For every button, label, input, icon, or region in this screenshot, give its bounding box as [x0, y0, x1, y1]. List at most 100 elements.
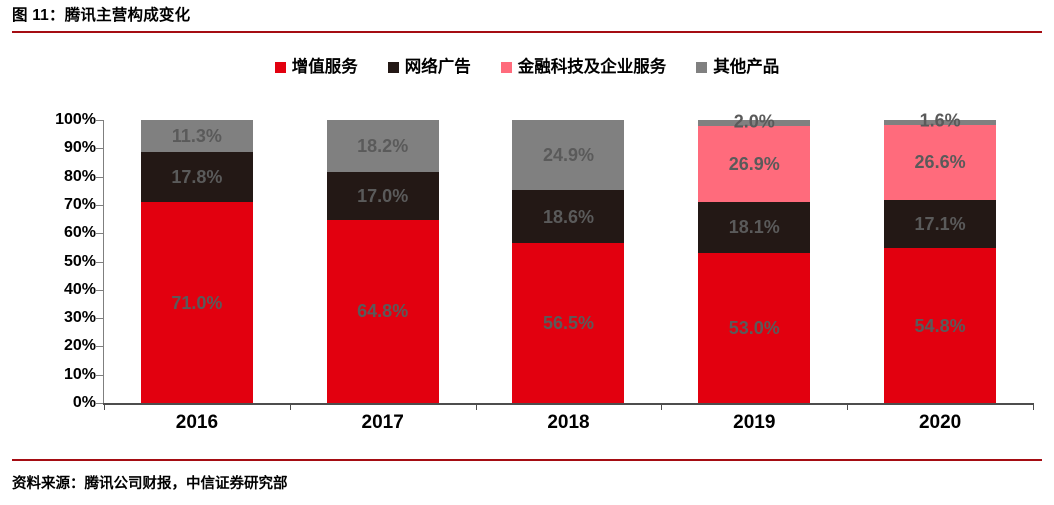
- bar-segment-其他产品[interactable]: 1.6%: [884, 112, 997, 130]
- legend-item-1[interactable]: 网络广告: [387, 58, 471, 76]
- bar-group-2019: 2.0% 26.9% 18.1% 53.0%: [661, 112, 847, 403]
- y-tick-mark: [96, 289, 103, 291]
- bar-value-label: 18.1%: [728, 217, 780, 238]
- y-tick-mark: [96, 148, 103, 150]
- legend-label: 网络广告: [404, 58, 471, 76]
- bar-value-label: 54.8%: [914, 315, 966, 336]
- legend-item-0[interactable]: 增值服务: [274, 58, 358, 76]
- x-tick-label: 2018: [547, 412, 590, 433]
- legend-swatch-icon: [274, 61, 286, 73]
- y-tick-mark: [96, 261, 103, 263]
- x-tick-mark: [289, 403, 291, 410]
- stacked-bar[interactable]: 1.6% 26.6% 17.1% 54.8%: [884, 112, 997, 403]
- bar-value-label: 26.9%: [728, 153, 780, 174]
- x-tick-label: 2019: [733, 412, 776, 433]
- bar-segment-其他产品[interactable]: 2.0%: [698, 112, 811, 130]
- x-tick-mark: [104, 403, 105, 410]
- bar-segment-增值服务[interactable]: 64.8%: [326, 219, 439, 403]
- y-tick-label: 70%: [63, 195, 96, 213]
- y-axis: 100% 90% 80% 70% 60% 50% 40% 30% 20% 10% 0%: [26, 96, 96, 411]
- bar-group-2016: 11.3% 17.8% 71.0%: [104, 120, 290, 403]
- bar-segment-其他产品[interactable]: 24.9%: [512, 120, 625, 191]
- source-divider-rule: [12, 459, 1042, 461]
- bar-value-label: 18.2%: [357, 135, 409, 156]
- bar-value-label: 53.0%: [728, 317, 780, 338]
- source-note: 资料来源：腾讯公司财报，中信证券研究部: [12, 476, 288, 492]
- chart-plot-area: 100% 90% 80% 70% 60% 50% 40% 30% 20% 10% 0% 11.3% 1…: [0, 96, 1054, 446]
- x-tick-label: 2017: [361, 412, 404, 433]
- x-axis-labels: 2016 2017 2018 2019 2020: [104, 412, 1033, 442]
- bar-value-label: 17.0%: [357, 185, 409, 206]
- x-tick-label: 2016: [175, 412, 219, 433]
- bar-value-label: 71.0%: [171, 292, 223, 313]
- bar-segment-增值服务[interactable]: 54.8%: [884, 248, 997, 403]
- bar-value-label: 56.5%: [542, 313, 594, 334]
- y-tick-label: 20%: [63, 337, 96, 355]
- bar-value-label: 26.6%: [914, 152, 966, 173]
- bar-series-layer: 11.3% 17.8% 71.0% 18.2% 17.0% 64.8% 24.9% 18.6%…: [104, 112, 1033, 403]
- bar-value-label: 11.3%: [171, 125, 222, 146]
- y-axis-line: [103, 120, 104, 403]
- bar-group-2020: 1.6% 26.6% 17.1% 54.8%: [847, 112, 1033, 403]
- legend-label: 其他产品: [713, 58, 780, 76]
- legend-swatch-icon: [387, 61, 399, 73]
- y-tick-mark: [96, 204, 103, 206]
- bar-segment-网络广告[interactable]: 17.0%: [326, 171, 439, 220]
- y-tick-label: 90%: [63, 139, 96, 157]
- stacked-bar[interactable]: 11.3% 17.8% 71.0%: [140, 120, 253, 403]
- y-tick-label: 10%: [63, 365, 96, 383]
- bar-segment-金融科技及企业服务[interactable]: 26.9%: [698, 125, 811, 202]
- bar-segment-增值服务[interactable]: 56.5%: [512, 243, 625, 403]
- bar-group-2018: 24.9% 18.6% 56.5%: [476, 120, 662, 403]
- y-tick-label: 100%: [55, 111, 96, 128]
- x-tick-mark: [661, 403, 663, 410]
- bar-value-label: 17.1%: [914, 213, 966, 234]
- legend-label: 金融科技及企业服务: [517, 58, 667, 76]
- chart-legend: 增值服务 网络广告 金融科技及企业服务 其他产品: [0, 59, 1054, 76]
- bar-value-label: 64.8%: [357, 301, 409, 322]
- x-tick-mark: [847, 403, 849, 410]
- y-tick-label: 0%: [72, 394, 96, 411]
- y-tick-mark: [96, 318, 103, 320]
- y-tick-mark: [96, 403, 103, 404]
- legend-label: 增值服务: [291, 58, 358, 76]
- bar-value-label: 2.0%: [733, 111, 775, 132]
- bar-segment-增值服务[interactable]: 53.0%: [698, 253, 811, 403]
- figure-title: 图 11：腾讯主营构成变化: [12, 7, 191, 24]
- bar-group-2017: 18.2% 17.0% 64.8%: [290, 120, 476, 403]
- legend-item-3[interactable]: 其他产品: [696, 59, 779, 76]
- legend-item-2[interactable]: 金融科技及企业服务: [500, 58, 667, 76]
- y-tick-mark: [96, 120, 103, 121]
- stacked-bar[interactable]: 18.2% 17.0% 64.8%: [326, 120, 439, 403]
- bar-segment-网络广告[interactable]: 18.1%: [698, 201, 811, 253]
- y-tick-label: 60%: [63, 224, 96, 242]
- legend-swatch-icon: [696, 61, 708, 73]
- stacked-bar[interactable]: 2.0% 26.9% 18.1% 53.0%: [698, 112, 811, 403]
- bar-segment-网络广告[interactable]: 17.8%: [140, 151, 253, 203]
- bar-segment-网络广告[interactable]: 17.1%: [884, 199, 997, 249]
- bar-segment-增值服务[interactable]: 71.0%: [140, 202, 253, 403]
- stacked-bar[interactable]: 24.9% 18.6% 56.5%: [512, 120, 625, 403]
- bar-value-label: 1.6%: [919, 110, 961, 131]
- bar-value-label: 18.6%: [542, 206, 594, 227]
- bar-value-label: 24.9%: [542, 145, 594, 166]
- x-tick-label: 2020: [918, 412, 962, 433]
- bar-segment-金融科技及企业服务[interactable]: 26.6%: [884, 124, 997, 200]
- y-tick-label: 40%: [63, 280, 96, 298]
- title-divider-rule: [12, 31, 1042, 33]
- legend-swatch-icon: [500, 61, 512, 73]
- y-tick-label: 30%: [63, 309, 96, 327]
- y-tick-mark: [96, 346, 103, 348]
- x-tick-mark: [1033, 403, 1034, 410]
- y-tick-mark: [96, 233, 103, 235]
- x-tick-mark: [475, 403, 477, 410]
- bar-segment-网络广告[interactable]: 18.6%: [512, 190, 625, 244]
- bar-value-label: 17.8%: [171, 167, 223, 188]
- x-axis-line: [103, 403, 1033, 405]
- y-tick-mark: [96, 176, 103, 178]
- bar-segment-其他产品[interactable]: 11.3%: [140, 120, 253, 152]
- bar-segment-其他产品[interactable]: 18.2%: [326, 120, 439, 172]
- y-tick-label: 80%: [63, 167, 96, 185]
- y-tick-mark: [96, 374, 103, 376]
- y-tick-label: 50%: [63, 252, 96, 270]
